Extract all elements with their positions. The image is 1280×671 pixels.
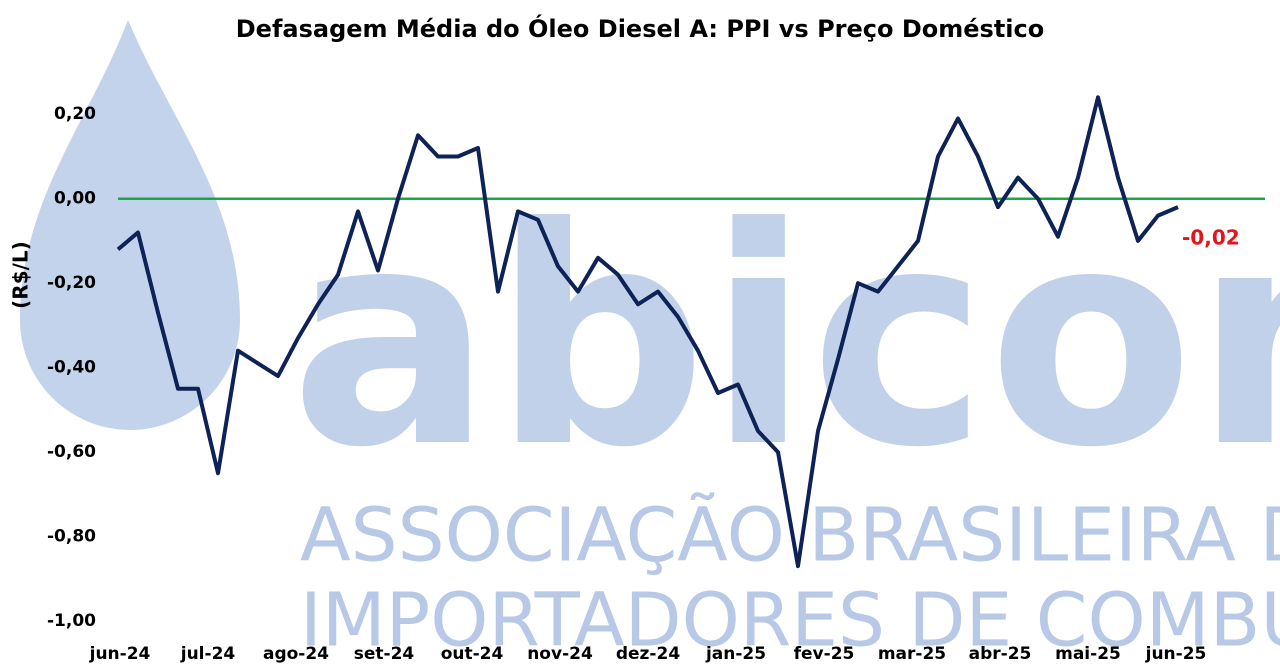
x-tick-label: jun-24 xyxy=(89,644,151,664)
y-tick-label: -0,60 xyxy=(47,442,96,462)
chart-title: Defasagem Média do Óleo Diesel A: PPI vs… xyxy=(236,13,1045,43)
y-tick-label: -0,20 xyxy=(47,273,96,293)
watermark-drop xyxy=(20,20,240,430)
watermark-logo: abicom xyxy=(290,164,1280,513)
data-line xyxy=(116,95,1179,569)
watermark-line: IMPORTADORES DE COMBUSTÍVEIS xyxy=(300,576,1280,664)
x-tick-label: ago-24 xyxy=(263,644,329,664)
watermark: abicom ASSOCIAÇÃO BRASILEIRA DOS IMPORTA… xyxy=(20,20,1280,664)
x-tick-label: fev-25 xyxy=(794,644,855,664)
x-tick-label: set-24 xyxy=(354,644,415,664)
y-tick-label: -0,80 xyxy=(47,527,96,547)
x-tick-label: dez-24 xyxy=(616,644,680,664)
x-tick-label: out-24 xyxy=(441,644,504,664)
x-tick-label: mai-25 xyxy=(1055,644,1121,664)
end-label: -0,02 xyxy=(1182,226,1240,250)
y-tick-label: 0,20 xyxy=(54,104,96,124)
x-tick-label: nov-24 xyxy=(527,644,593,664)
y-tick-label: -0,40 xyxy=(47,358,96,378)
x-tick-label: jun-25 xyxy=(1145,644,1207,664)
x-tick-label: mar-25 xyxy=(878,644,946,664)
x-tick-label: abr-25 xyxy=(969,644,1032,664)
y-tick-label: 0,00 xyxy=(54,189,96,209)
y-tick-label: -1,00 xyxy=(47,611,96,631)
x-tick-label: jan-25 xyxy=(705,644,766,664)
y-axis-label: (R$/L) xyxy=(9,241,33,309)
watermark-line: ASSOCIAÇÃO BRASILEIRA DOS xyxy=(300,492,1280,579)
x-tick-label: jul-24 xyxy=(180,644,236,664)
